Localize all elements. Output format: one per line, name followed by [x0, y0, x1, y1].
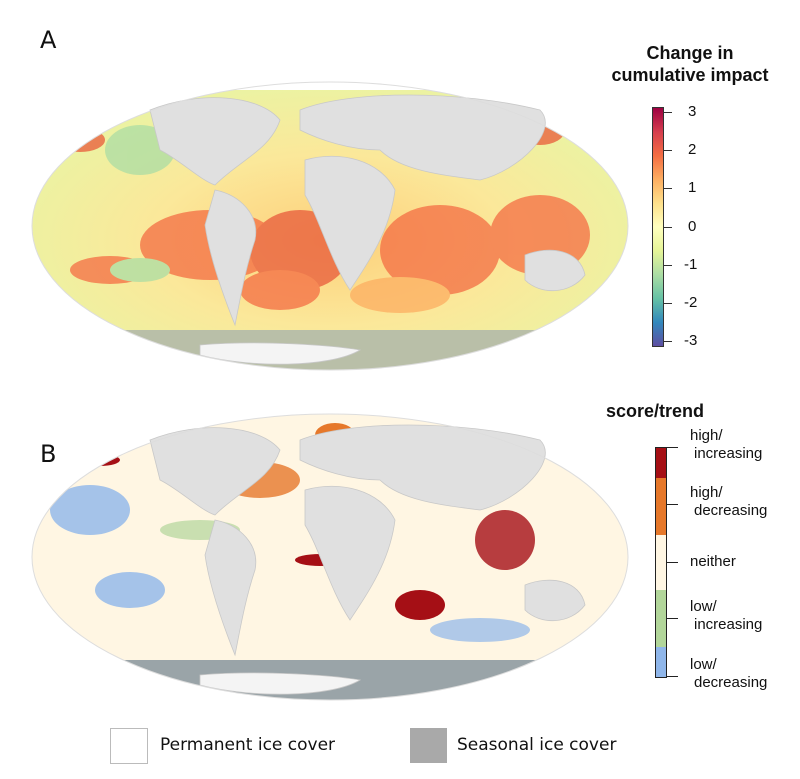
category-swatch — [656, 647, 666, 677]
colorbar-title-line2: cumulative impact — [611, 65, 769, 85]
category-label: low/decreasing — [690, 656, 767, 692]
colorbar-tick — [663, 188, 672, 190]
category-label-line1: high/ — [690, 427, 723, 444]
colorbar-tick — [663, 302, 672, 304]
colorbar-tick — [663, 150, 672, 152]
colorbar-tick — [663, 341, 672, 342]
category-label-line2: decreasing — [694, 502, 768, 519]
category-label-line2: increasing — [694, 445, 763, 462]
map-cumulative-impact — [31, 81, 629, 371]
land-masses — [149, 94, 586, 365]
category-tick — [666, 562, 678, 563]
colorbar-tick — [663, 264, 672, 266]
colorbar-tick — [663, 226, 672, 228]
panel-a-label: A — [40, 26, 57, 54]
category-swatch — [656, 478, 666, 535]
category-swatch — [656, 535, 666, 590]
category-label: high/increasing — [690, 427, 762, 463]
category-label: neither — [690, 553, 736, 571]
category-label-line1: low/ — [690, 598, 717, 615]
seasonal-ice-swatch — [410, 728, 447, 763]
colorbar-tick-label: -1 — [684, 255, 698, 273]
colorbar-tick-label: -2 — [684, 293, 698, 311]
category-label: high/decreasing — [690, 484, 767, 520]
category-swatch — [656, 448, 666, 478]
colorbar-tick-label: 3 — [688, 103, 697, 120]
category-label-line2: increasing — [694, 616, 763, 633]
category-label: low/increasing — [690, 598, 762, 634]
colorbar-tick-label: 0 — [688, 217, 697, 235]
permanent-ice-swatch — [110, 728, 148, 764]
category-label-line1: neither — [690, 553, 736, 570]
colorbar-tick-label: -3 — [684, 332, 698, 349]
category-tick — [666, 618, 678, 619]
category-tick — [666, 447, 678, 448]
panel-b-label: B — [40, 440, 57, 468]
category-tick — [666, 676, 678, 677]
category-label-line2: decreasing — [694, 674, 768, 691]
permanent-ice-label: Permanent ice cover — [160, 735, 336, 755]
colorbar-tick — [663, 112, 672, 113]
map-score-trend — [31, 413, 629, 701]
seasonal-ice-label: Seasonal ice cover — [457, 735, 617, 755]
category-legend-title: score/trend — [605, 401, 705, 421]
colorbar-tick-label: 1 — [688, 179, 697, 197]
category-label-line1: low/ — [690, 656, 717, 673]
land-masses — [149, 424, 586, 695]
category-tick — [666, 504, 678, 505]
category-label-line1: high/ — [690, 484, 723, 501]
category-swatch — [656, 590, 666, 647]
colorbar-title-line1: Change in — [646, 43, 734, 63]
colorbar-tick-label: 2 — [688, 141, 697, 159]
colorbar-title: Change in cumulative impact — [590, 42, 790, 86]
